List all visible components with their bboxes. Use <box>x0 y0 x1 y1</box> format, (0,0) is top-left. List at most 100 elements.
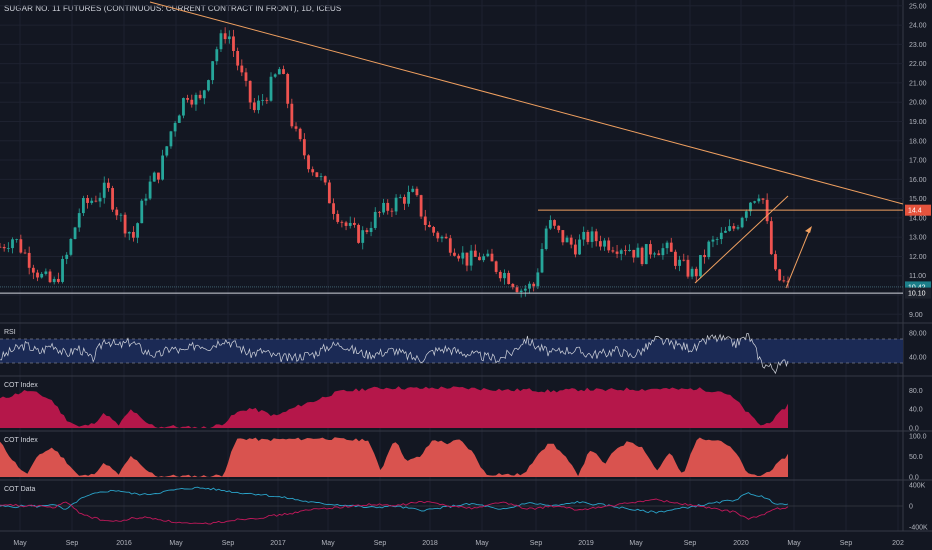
cot-index-1-tick-label: 0.0 <box>909 426 919 433</box>
price-candle <box>261 99 265 101</box>
price-candle <box>398 196 402 198</box>
price-candle <box>586 231 590 242</box>
y-tick-label: 17.00 <box>909 158 927 165</box>
price-candle <box>390 210 394 212</box>
price-candle <box>486 253 490 257</box>
price-candle <box>257 100 260 111</box>
price-candle <box>65 254 69 259</box>
price-candle <box>561 230 565 243</box>
price-candle <box>298 128 302 140</box>
projection-arrow-line <box>785 228 811 289</box>
x-tick-label: Sep <box>66 540 79 547</box>
price-candle <box>194 94 198 105</box>
price-candle <box>632 249 636 258</box>
y-tick-label: 14.00 <box>909 215 927 222</box>
price-candle <box>190 99 194 105</box>
price-candle <box>749 202 752 212</box>
rising-channel-line <box>694 195 789 284</box>
price-candle <box>227 36 231 40</box>
price-candle <box>669 242 673 252</box>
price-candle <box>515 287 519 293</box>
price-candle <box>728 226 732 231</box>
price-candle <box>740 217 744 228</box>
price-candle <box>369 227 373 232</box>
price-candle <box>44 271 48 274</box>
price-candle <box>23 252 27 254</box>
x-tick-label: 2018 <box>422 540 438 547</box>
price-candle <box>557 225 561 231</box>
price-candle <box>407 191 410 204</box>
price-candle <box>757 198 761 202</box>
price-candle <box>774 254 777 270</box>
y-tick-label: 24.00 <box>909 23 927 30</box>
cot-index-2-panel-label: COT Index <box>4 437 38 444</box>
price-candle <box>86 197 89 203</box>
price-candle <box>394 197 398 212</box>
cot-index-2-area <box>0 437 788 477</box>
price-candle <box>448 238 452 253</box>
price-candle <box>69 238 73 255</box>
price-candle <box>152 172 156 182</box>
price-candle <box>319 176 323 177</box>
resistance-price-tag-bg <box>905 204 931 216</box>
price-candle <box>432 227 436 233</box>
price-candle <box>444 236 448 239</box>
price-candle <box>73 227 77 239</box>
price-candle <box>123 214 127 234</box>
price-candle <box>628 249 631 251</box>
price-candle <box>265 99 269 101</box>
price-candle <box>211 61 215 81</box>
price-candle <box>653 253 656 255</box>
cot-data-tick-label: 0 <box>909 504 913 511</box>
price-candle <box>611 250 615 252</box>
price-candle <box>699 255 702 277</box>
current-price-tag-bg <box>905 281 931 293</box>
price-candle <box>674 251 677 266</box>
price-candle <box>248 80 252 103</box>
cot-data-panel-label: COT Data <box>4 486 35 493</box>
price-candle <box>736 227 740 229</box>
x-tick-label: 2019 <box>578 540 594 547</box>
price-candle <box>473 250 477 257</box>
price-candle <box>732 226 736 229</box>
price-candle <box>378 211 381 213</box>
price-candle <box>694 268 698 277</box>
price-candle <box>27 252 31 268</box>
price-candle <box>536 272 540 287</box>
price-candle <box>357 224 360 243</box>
cot-data-tick-label: -400K <box>909 524 928 531</box>
y-tick-label: 9.00 <box>909 312 923 319</box>
price-candle <box>352 222 356 225</box>
price-candle <box>344 222 348 226</box>
price-candle <box>623 250 627 252</box>
x-tick-label: Sep <box>374 540 387 547</box>
price-candle <box>31 267 35 273</box>
y-tick-label: 21.00 <box>909 80 927 87</box>
price-candle <box>140 200 144 224</box>
price-candle <box>98 197 102 202</box>
price-candle <box>469 250 473 266</box>
price-candle <box>686 259 690 277</box>
x-tick-label: May <box>787 540 801 547</box>
cot-data-series-line <box>0 486 789 514</box>
price-candle <box>523 288 527 291</box>
x-tick-label: Sep <box>530 540 543 547</box>
price-candle <box>269 76 273 101</box>
price-candle <box>569 237 573 245</box>
price-candle <box>111 188 114 210</box>
price-candle <box>19 239 23 253</box>
price-candle <box>90 200 94 203</box>
price-candle <box>348 222 352 226</box>
price-candle <box>711 239 715 242</box>
rsi-band <box>0 339 903 363</box>
price-candle <box>40 273 44 278</box>
price-candle <box>519 290 523 293</box>
cot-data-tick-label: 400K <box>909 483 926 490</box>
y-tick-label: 22.00 <box>909 61 927 68</box>
price-candle <box>657 253 661 256</box>
price-candle <box>307 155 310 170</box>
price-candle <box>769 221 773 255</box>
price-candle <box>277 69 281 75</box>
